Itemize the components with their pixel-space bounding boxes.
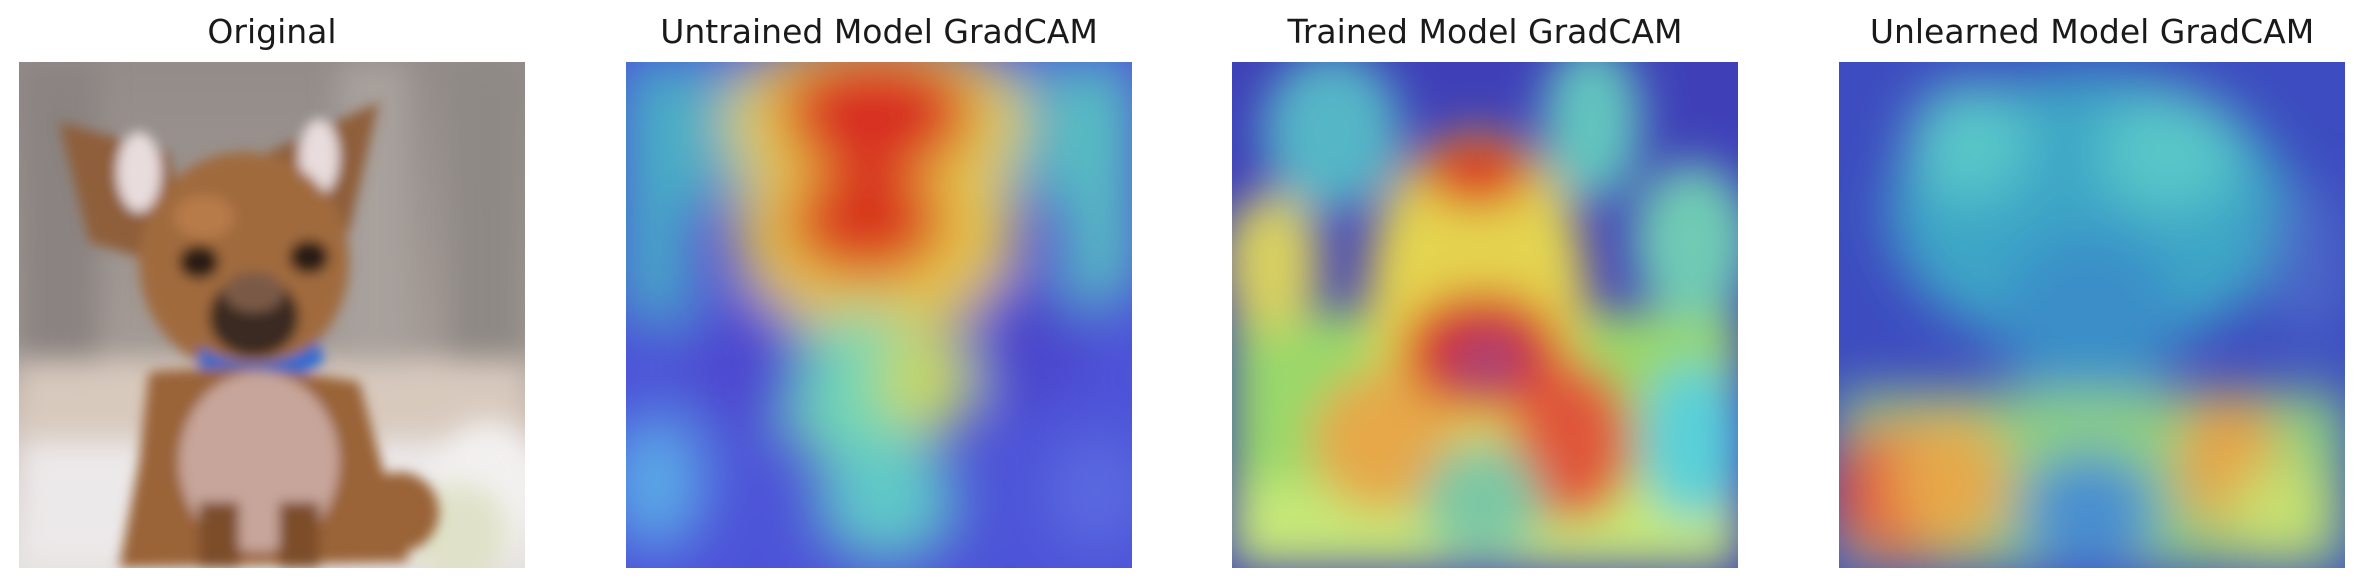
dog-photo bbox=[19, 62, 525, 568]
panel-title: Unlearned Model GradCAM bbox=[1869, 12, 2315, 51]
panel-title: Untrained Model GradCAM bbox=[660, 12, 1098, 51]
panel-untrained: Untrained Model GradCAM bbox=[626, 0, 1132, 588]
gradcam-heatmap-unlearned bbox=[1839, 62, 2345, 568]
panel-original: Original bbox=[19, 0, 525, 588]
gradcam-heatmap-untrained bbox=[626, 62, 1132, 568]
heatmap bbox=[1232, 62, 1738, 568]
panel-title: Trained Model GradCAM bbox=[1287, 12, 1683, 51]
gradcam-heatmap-trained bbox=[1232, 62, 1738, 568]
heatmap bbox=[626, 62, 1132, 568]
original-image bbox=[19, 62, 525, 568]
panel-title: Original bbox=[207, 12, 337, 51]
heatmap bbox=[1839, 62, 2345, 568]
panel-trained: Trained Model GradCAM bbox=[1232, 0, 1738, 588]
panel-unlearned: Unlearned Model GradCAM bbox=[1839, 0, 2345, 588]
